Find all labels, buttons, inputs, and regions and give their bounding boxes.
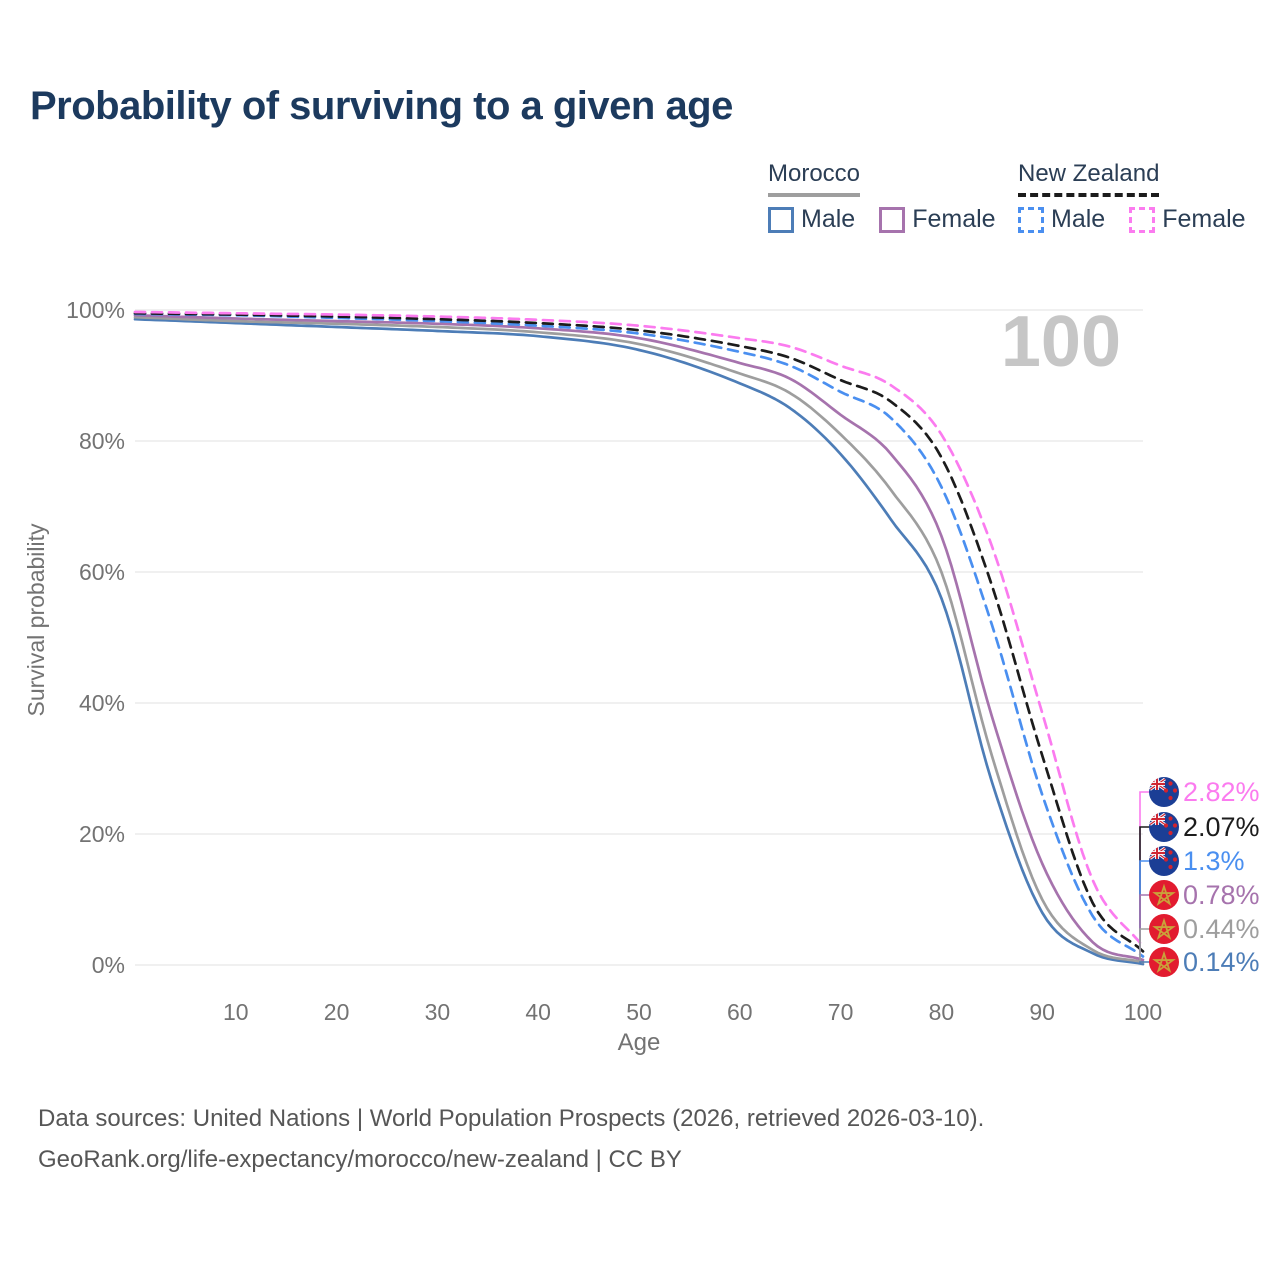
new-zealand-flag-icon bbox=[1149, 812, 1179, 842]
legend-country-morocco[interactable]: Morocco bbox=[768, 160, 861, 197]
page-title: Probability of surviving to a given age bbox=[30, 84, 733, 128]
end-label-morocco-male[interactable]: 0.14% bbox=[1139, 947, 1260, 977]
x-tick-100: 100 bbox=[1124, 999, 1162, 1025]
legend: Morocco Male Female New Zealand Male Fem… bbox=[0, 160, 1280, 250]
curve-morocco-female[interactable] bbox=[133, 313, 1145, 962]
new-zealand-flag-icon bbox=[1149, 846, 1179, 876]
end-label-layer: 2.82% 2.07% 1.3% 0.78% 0.44%0.14% bbox=[1139, 777, 1260, 977]
legend-label-morocco-female[interactable]: Female bbox=[912, 205, 996, 233]
legend-items-new-zealand: Male Female bbox=[1018, 205, 1246, 234]
curve-new-zealand-female[interactable] bbox=[133, 310, 1145, 948]
axis-layer: 0% 20% 40% 60% 80% 100% 10 20 30 40 50 60 70 80 90 100 bbox=[66, 297, 1162, 1025]
x-tick-40: 40 bbox=[525, 999, 551, 1025]
x-tick-90: 90 bbox=[1029, 999, 1055, 1025]
grid-layer bbox=[135, 309, 1143, 966]
y-tick-0: 0% bbox=[92, 952, 125, 978]
y-tick-20: 20% bbox=[79, 821, 125, 847]
y-tick-80: 80% bbox=[79, 428, 125, 454]
x-tick-50: 50 bbox=[626, 999, 652, 1025]
end-label-value: 2.82% bbox=[1183, 777, 1260, 807]
y-tick-60: 60% bbox=[79, 559, 125, 585]
end-label-value: 1.3% bbox=[1183, 846, 1245, 876]
x-axis-title: Age bbox=[618, 1029, 661, 1056]
x-tick-30: 30 bbox=[425, 999, 451, 1025]
end-label-new-zealand-male[interactable]: 1.3% bbox=[1139, 846, 1245, 957]
footer-sources: Data sources: United Nations | World Pop… bbox=[38, 1105, 985, 1132]
legend-items-morocco: Male Female bbox=[768, 205, 996, 234]
legend-country-new-zealand[interactable]: New Zealand bbox=[1018, 160, 1160, 197]
end-label-new-zealand-both-sexes[interactable]: 2.07% bbox=[1139, 812, 1260, 952]
end-label-value: 2.07% bbox=[1183, 812, 1260, 842]
curve-new-zealand-both-sexes[interactable] bbox=[133, 311, 1145, 953]
x-tick-10: 10 bbox=[223, 999, 249, 1025]
x-tick-70: 70 bbox=[828, 999, 854, 1025]
legend-swatch-morocco-male[interactable] bbox=[768, 206, 794, 233]
morocco-flag-icon bbox=[1149, 914, 1179, 944]
legend-label-new-zealand-male[interactable]: Male bbox=[1051, 205, 1106, 233]
curve-new-zealand-male[interactable] bbox=[133, 312, 1145, 958]
y-axis-title: Survival probability bbox=[23, 523, 49, 717]
legend-group-new-zealand: New Zealand Male Female bbox=[1018, 160, 1246, 234]
end-label-value: 0.44% bbox=[1183, 914, 1260, 944]
end-label-value: 0.14% bbox=[1183, 947, 1260, 977]
legend-group-morocco: Morocco Male Female bbox=[768, 160, 996, 234]
watermark-age: 100 bbox=[1001, 302, 1121, 382]
legend-swatch-new-zealand-female[interactable] bbox=[1129, 206, 1156, 233]
legend-label-new-zealand-female[interactable]: Female bbox=[1162, 205, 1246, 233]
x-tick-20: 20 bbox=[324, 999, 350, 1025]
curve-morocco-male[interactable] bbox=[133, 317, 1145, 966]
morocco-flag-icon bbox=[1149, 880, 1179, 910]
y-tick-100: 100% bbox=[66, 297, 125, 323]
new-zealand-flag-icon bbox=[1149, 777, 1179, 807]
curve-morocco-both-sexes[interactable] bbox=[133, 315, 1145, 964]
legend-swatch-new-zealand-male[interactable] bbox=[1018, 206, 1044, 233]
legend-swatch-morocco-female[interactable] bbox=[879, 206, 906, 233]
curve-layer bbox=[133, 310, 1145, 966]
morocco-flag-icon bbox=[1149, 947, 1179, 977]
end-label-morocco-female[interactable]: 0.78% bbox=[1139, 880, 1260, 960]
end-label-morocco-both-sexes[interactable]: 0.44% bbox=[1139, 914, 1260, 963]
y-tick-40: 40% bbox=[79, 690, 125, 716]
end-label-value: 0.78% bbox=[1183, 880, 1260, 910]
legend-label-morocco-male[interactable]: Male bbox=[801, 205, 856, 233]
footer-link: GeoRank.org/life-expectancy/morocco/new-… bbox=[38, 1146, 682, 1173]
x-tick-80: 80 bbox=[929, 999, 955, 1025]
footer: Data sources: United Nations | World Pop… bbox=[38, 1098, 984, 1180]
x-tick-60: 60 bbox=[727, 999, 753, 1025]
